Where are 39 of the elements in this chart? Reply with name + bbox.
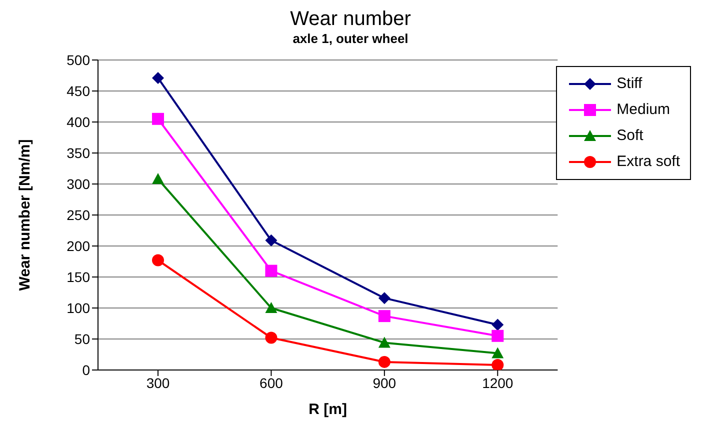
point (152, 254, 164, 266)
legend-label: Medium (616, 100, 670, 120)
chart-title: Wear number (289, 8, 412, 30)
y-tick-label: 350 (66, 144, 90, 161)
point (492, 359, 504, 370)
point (265, 332, 278, 344)
point (492, 318, 504, 331)
legend-label: Stiff (616, 74, 642, 94)
x-tick-label: 600 (260, 374, 284, 391)
y-tick-label: 400 (66, 114, 90, 130)
x-tick-label: 900 (372, 374, 396, 391)
y-tick-label: 0 (82, 362, 90, 378)
point (265, 234, 278, 246)
point (152, 72, 164, 84)
point (152, 173, 164, 184)
point (378, 356, 390, 368)
x-tick-label: 300 (146, 374, 170, 391)
y-axis-title: Wear number [Nm/m] (16, 139, 34, 291)
chart-subtitle: axle 1, outer wheel (292, 30, 410, 48)
y-tick-label: 250 (66, 206, 90, 223)
point (152, 112, 164, 125)
y-tick-label: 300 (66, 176, 90, 192)
y-tick-label: 50 (74, 330, 90, 347)
x-axis-title: R [m] (308, 401, 347, 418)
legend-label: Soft (616, 126, 644, 146)
point (378, 310, 390, 322)
point (378, 292, 390, 304)
y-tick-label: 200 (66, 238, 90, 254)
legend-label: Extra soft (616, 152, 680, 172)
point (492, 330, 504, 342)
point (265, 302, 278, 313)
y-tick-label: 150 (66, 268, 90, 285)
point (492, 347, 504, 358)
y-tick-label: 450 (66, 82, 90, 99)
point (378, 336, 390, 348)
x-tick-label: 1200 (482, 374, 514, 391)
y-tick-label: 500 (66, 52, 90, 68)
point (265, 264, 278, 277)
y-tick-label: 100 (66, 300, 90, 316)
